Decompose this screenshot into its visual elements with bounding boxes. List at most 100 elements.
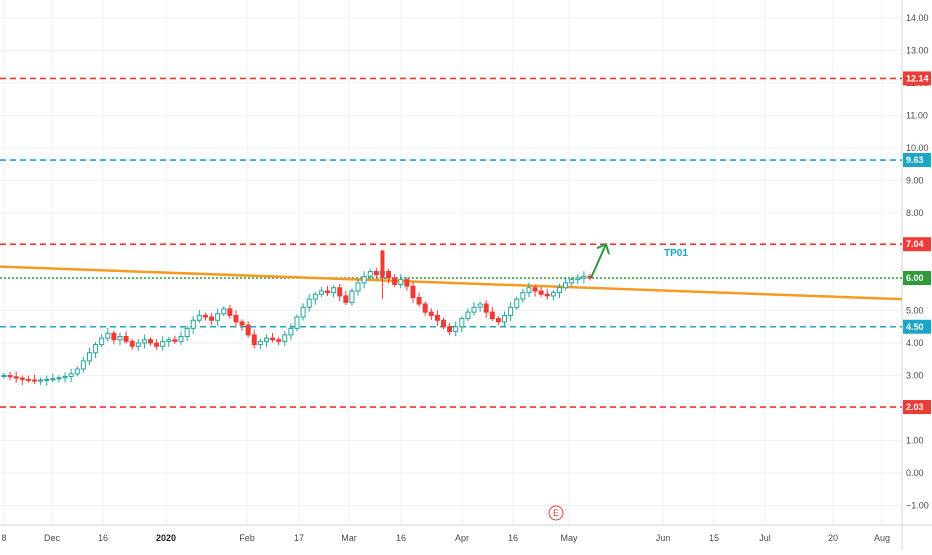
trendline bbox=[0, 265, 903, 301]
x-tick-label: Aug bbox=[874, 533, 890, 543]
level-tag-label: 7.04 bbox=[906, 239, 924, 249]
candle-body bbox=[25, 378, 31, 381]
candle-body bbox=[563, 282, 569, 289]
candle-body bbox=[209, 316, 215, 321]
candle-body bbox=[263, 337, 269, 342]
candle-body bbox=[257, 340, 263, 346]
candle-body bbox=[172, 339, 178, 342]
candle-body bbox=[453, 326, 459, 333]
candle-body bbox=[367, 271, 373, 277]
candle-body bbox=[129, 340, 135, 347]
candle-body bbox=[160, 340, 166, 347]
candle-layer bbox=[1, 250, 593, 386]
candle-body bbox=[221, 308, 227, 315]
y-tick-label: −1.00 bbox=[906, 501, 929, 511]
x-tick-label: Apr bbox=[455, 533, 469, 543]
candle-body bbox=[502, 314, 508, 323]
candle-body bbox=[154, 342, 160, 347]
candle-body bbox=[434, 314, 440, 321]
candle-body bbox=[331, 287, 337, 294]
level-layer bbox=[0, 77, 902, 408]
candle-body bbox=[422, 303, 428, 313]
annotation-layer: TP01 E bbox=[548, 242, 688, 521]
y-tick-label: 4.00 bbox=[906, 338, 924, 348]
candle-body bbox=[355, 282, 361, 292]
candle-body bbox=[312, 293, 318, 300]
x-tick-label: 20 bbox=[828, 533, 838, 543]
y-tick-label: 3.00 bbox=[906, 371, 924, 381]
level-tag-label: 4.50 bbox=[906, 322, 924, 332]
candle-body bbox=[44, 378, 50, 381]
candle-body bbox=[428, 311, 434, 316]
x-tick-label: Mar bbox=[341, 533, 357, 543]
candle-body bbox=[349, 290, 355, 303]
candle-body bbox=[386, 271, 392, 279]
candle-body bbox=[196, 314, 202, 321]
candle-body bbox=[190, 319, 196, 329]
candle-body bbox=[477, 303, 483, 308]
candle-body bbox=[459, 318, 465, 328]
candle-body bbox=[514, 298, 520, 308]
level-tag bbox=[903, 271, 931, 285]
label-layer: 12.14 9.63 7.04 6.00 4.50 2.03 bbox=[903, 71, 931, 415]
candle-body bbox=[56, 377, 62, 380]
x-tick-label: 16 bbox=[396, 533, 406, 543]
candle-body bbox=[50, 378, 56, 381]
candle-body bbox=[495, 318, 501, 323]
x-tick-label: 15 bbox=[709, 533, 719, 543]
candle-body bbox=[93, 344, 99, 354]
candle-body bbox=[361, 275, 367, 284]
candle-body bbox=[489, 311, 495, 320]
candle-body bbox=[526, 287, 532, 294]
y-tick-label: 14.00 bbox=[906, 13, 929, 23]
candle-body bbox=[38, 379, 44, 382]
candle-body bbox=[135, 342, 141, 347]
candle-body bbox=[556, 287, 562, 294]
candle-body bbox=[520, 292, 526, 300]
candle-body bbox=[404, 279, 410, 287]
candle-body bbox=[471, 306, 477, 313]
level-tag-label: 12.14 bbox=[906, 73, 929, 83]
candle-body bbox=[410, 285, 416, 298]
event-marker bbox=[548, 505, 564, 521]
candle-body bbox=[32, 379, 38, 382]
x-tick-label: 16 bbox=[98, 533, 108, 543]
candle-body bbox=[227, 308, 233, 316]
event-marker-label: E bbox=[553, 508, 559, 518]
y-tick-label: 5.00 bbox=[906, 306, 924, 316]
candle-body bbox=[80, 360, 86, 370]
candle-body bbox=[398, 279, 404, 285]
level-tag-label: 2.03 bbox=[906, 402, 924, 412]
candle-body bbox=[508, 306, 514, 316]
target-arrow bbox=[590, 243, 607, 279]
candle-body bbox=[282, 334, 288, 342]
x-tick-label: Jul bbox=[759, 533, 771, 543]
candle-body bbox=[294, 316, 300, 329]
candle-body bbox=[184, 327, 190, 337]
candle-body bbox=[544, 293, 550, 297]
candle-body bbox=[123, 336, 129, 342]
candle-body bbox=[318, 290, 324, 295]
candle-body bbox=[416, 297, 422, 305]
candle-body bbox=[441, 319, 446, 328]
candle-body bbox=[300, 306, 306, 318]
candle-body bbox=[148, 339, 153, 344]
candle-body bbox=[538, 290, 544, 295]
candle-body bbox=[251, 334, 257, 346]
y-tick-label: 10.00 bbox=[906, 143, 929, 153]
y-tick-label: 11.00 bbox=[906, 111, 928, 121]
x-tick-label: Feb bbox=[239, 533, 255, 543]
candle-body bbox=[19, 377, 25, 380]
level-tag bbox=[903, 319, 931, 334]
candle-body bbox=[202, 314, 208, 318]
trend-layer bbox=[0, 265, 903, 301]
candle-body bbox=[465, 311, 471, 320]
level-tag bbox=[903, 400, 931, 415]
candle-body bbox=[117, 336, 123, 341]
x-tick-label: Dec bbox=[44, 533, 61, 543]
candle-body bbox=[276, 339, 282, 342]
level-tag-label: 9.63 bbox=[906, 155, 924, 165]
x-tick-label: May bbox=[560, 533, 578, 543]
